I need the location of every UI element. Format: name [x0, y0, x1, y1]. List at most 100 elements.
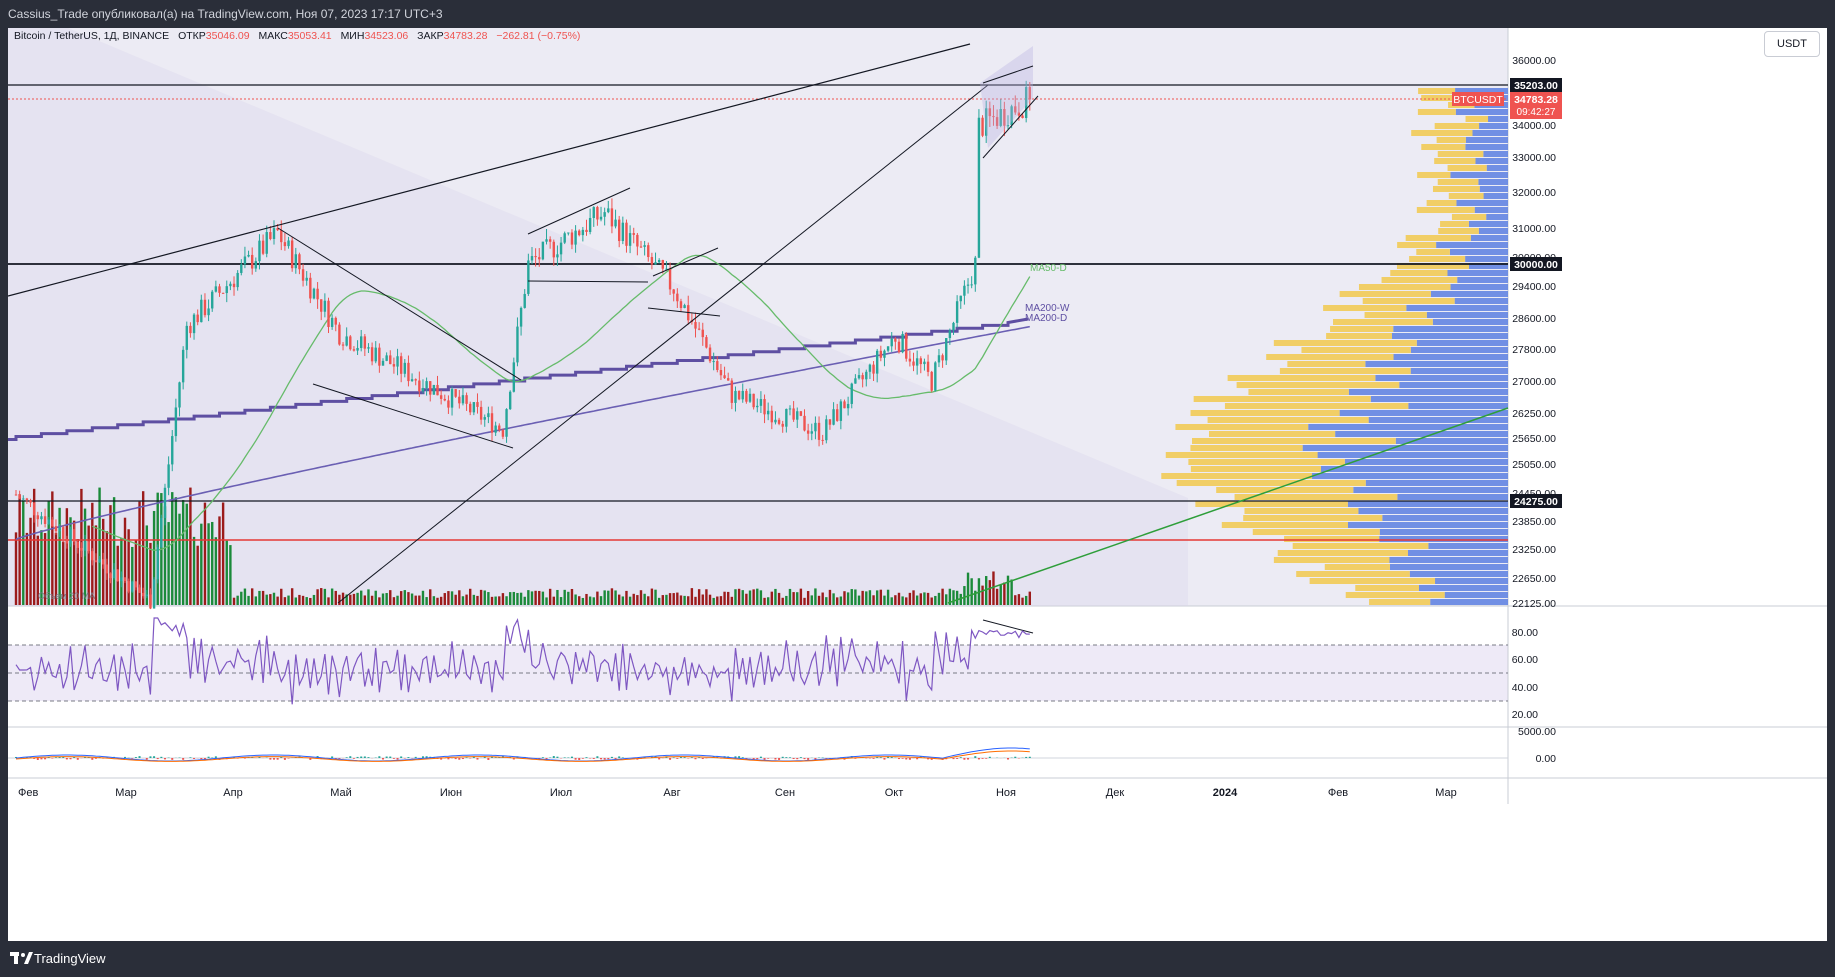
volume-bar — [610, 588, 614, 605]
macd-bar — [363, 756, 366, 758]
currency-button[interactable]: USDT — [1764, 31, 1820, 57]
macd-bar — [476, 758, 479, 760]
macd-bar — [879, 757, 882, 758]
price-tick: 34000.00 — [1512, 120, 1556, 132]
price-tick: 32000.00 — [1512, 187, 1556, 199]
candle-body — [1024, 87, 1028, 118]
candle-body — [54, 526, 58, 532]
candle-body — [1003, 108, 1006, 126]
volume-profile-bar-down — [1301, 347, 1411, 353]
candle-body — [87, 541, 90, 552]
macd-bar — [759, 756, 762, 758]
candle-body — [469, 403, 472, 413]
candle-body — [752, 393, 755, 408]
volume-profile-bar-up — [1468, 263, 1508, 269]
candle-body — [712, 361, 715, 363]
candle-body — [963, 285, 966, 296]
macd-bar — [392, 758, 395, 759]
volume-bar — [483, 590, 486, 605]
symbol-legend: Bitcoin / TetherUS, 1Д, BINANCE ОТКР3504… — [14, 30, 580, 42]
candle-body — [730, 380, 734, 403]
macd-bar — [472, 756, 475, 758]
price-scale-bg — [1508, 28, 1827, 941]
candle-body — [559, 242, 563, 255]
volume-profile-bar-down — [1284, 536, 1380, 542]
candle-body — [94, 560, 98, 563]
volume-profile-bar-up — [1465, 256, 1508, 262]
macd-bar — [556, 756, 559, 758]
macd-bar — [549, 757, 552, 758]
candle-body — [51, 519, 54, 527]
candle-body — [632, 233, 635, 235]
volume-bar — [588, 596, 592, 605]
volume-profile-bar-down — [1417, 109, 1456, 115]
macd-bar — [679, 756, 682, 758]
shaded-triangle — [8, 28, 1188, 606]
candle-body — [465, 395, 468, 404]
volume-bar — [857, 595, 861, 605]
volume-profile-bar-up — [1455, 88, 1508, 94]
candle-body — [102, 559, 105, 565]
candle-body — [123, 577, 127, 582]
macd-bar — [287, 758, 290, 759]
candle-body — [581, 229, 585, 236]
volume-bar — [941, 588, 944, 605]
macd-bar — [400, 756, 403, 758]
candle-body — [381, 360, 385, 366]
time-tick: Апр — [223, 787, 242, 799]
price-tick: 23250.00 — [1512, 544, 1556, 556]
candle-body — [610, 208, 614, 227]
macd-bar — [552, 756, 555, 758]
volume-bar — [276, 596, 279, 605]
volume-profile-bar-down — [1330, 326, 1394, 332]
candle-body — [650, 257, 654, 265]
volume-profile-bar-down — [1369, 599, 1431, 605]
candle-body — [349, 336, 352, 350]
candle-body — [719, 369, 723, 376]
volume-bar — [352, 593, 356, 605]
volume-bar — [360, 590, 363, 605]
level-badge-24275: 24275.00 — [1510, 494, 1562, 508]
chart-frame[interactable]: Bitcoin / TetherUS, 1Д, BINANCE ОТКР3504… — [8, 28, 1827, 941]
candle-body — [988, 108, 992, 117]
macd-bar — [207, 756, 210, 758]
macd-bar — [643, 756, 646, 758]
macd-bar — [36, 758, 39, 760]
candle-body — [261, 240, 265, 254]
candle-body — [181, 349, 185, 383]
macd-bar — [541, 757, 544, 758]
candle-body — [432, 384, 436, 395]
volume-profile-bar-down — [1277, 550, 1408, 556]
macd-bar — [382, 758, 385, 760]
rsi-scale-ticks: 80.00 60.00 40.00 20.00 — [1512, 627, 1538, 721]
macd-bar — [658, 758, 661, 760]
volume-profile-bar-down — [1216, 487, 1354, 493]
candle-body — [160, 518, 163, 548]
volume-bar — [465, 594, 468, 605]
volume-bar — [901, 596, 904, 605]
macd-bar — [930, 758, 933, 760]
price-tick: 26250.00 — [1512, 408, 1556, 420]
volume-profile-bar-up — [1478, 179, 1508, 185]
candle-body — [603, 212, 606, 217]
macd-bar — [389, 756, 392, 758]
volume-bar — [469, 588, 472, 605]
volume-profile-bar-up — [1449, 249, 1508, 255]
volume-bar — [806, 591, 810, 605]
volume-bar — [69, 517, 72, 605]
volume-bar — [792, 592, 795, 605]
volume-bar — [796, 592, 799, 605]
volume-bar — [861, 590, 864, 605]
price-chart[interactable]: Bitcoin / TetherUS, 1Д, BINANCE ОТКР3504… — [8, 28, 1827, 941]
candle-body — [40, 516, 43, 520]
ma200w-label: MA200-W — [1025, 303, 1070, 314]
volume-bar — [574, 594, 577, 605]
macd-bar — [981, 758, 984, 759]
volume-bar — [781, 597, 784, 605]
macd-bar — [414, 756, 417, 758]
candle-body — [945, 338, 948, 361]
tradingview-logo-icon — [10, 952, 33, 964]
candle-body — [334, 317, 337, 325]
volume-bar — [650, 588, 654, 605]
volume-bar — [218, 516, 221, 605]
